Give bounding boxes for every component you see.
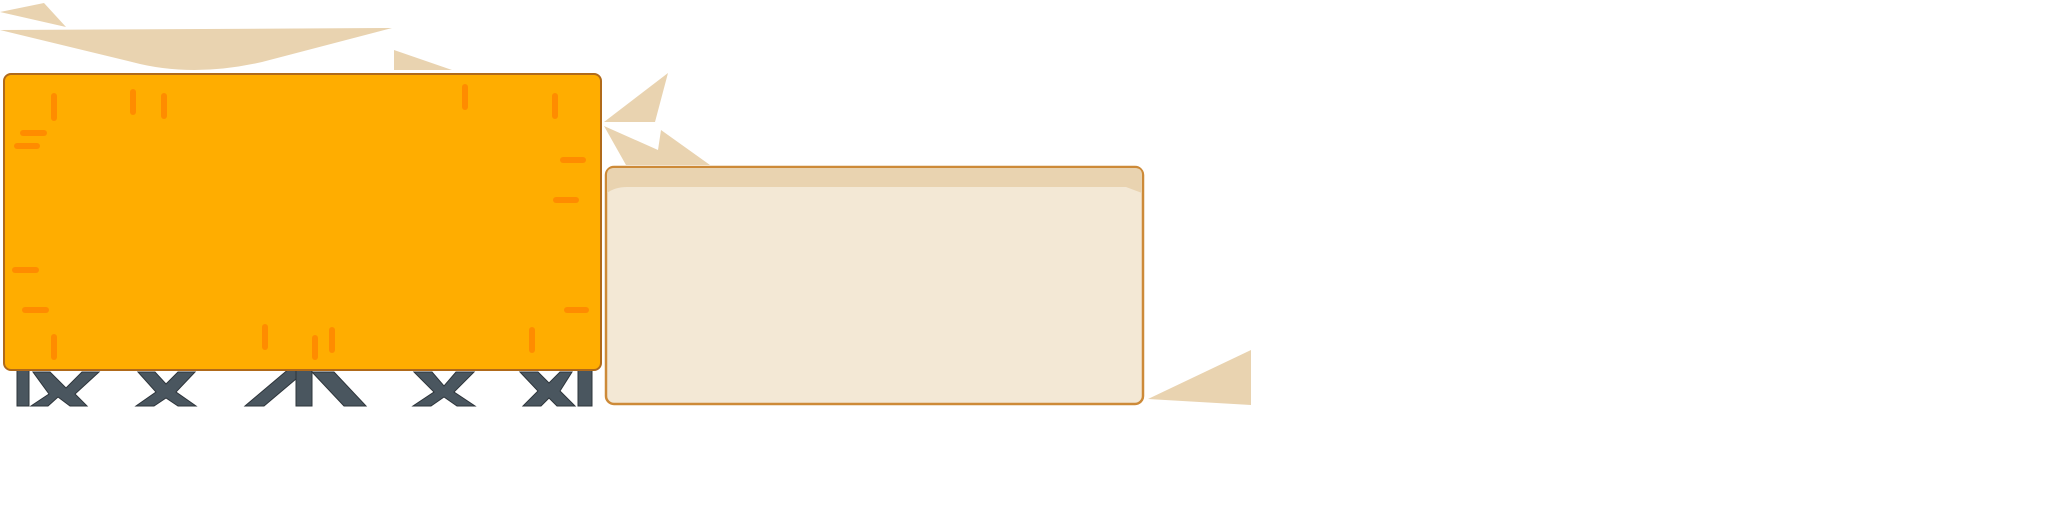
orange-panel-body (3, 73, 602, 371)
orange-panel-marks (12, 84, 589, 360)
debris-shard (0, 3, 66, 27)
debris-torn-strip (0, 28, 392, 70)
debris-shard (604, 126, 710, 165)
orange-panel (3, 73, 602, 371)
trestle-post (16, 367, 30, 407)
debris-shard (1148, 350, 1251, 405)
trestle-post (295, 367, 313, 407)
trestle-x-brace (411, 371, 477, 407)
trestle-x-brace (134, 371, 198, 407)
trestle-right-diagonal (310, 371, 368, 407)
cream-panel-body (604, 165, 1145, 406)
trestle-support (16, 367, 593, 407)
debris-group (0, 3, 1251, 405)
debris-shard (604, 73, 668, 122)
trestle-x-brace (518, 371, 577, 407)
cream-panel-header-band (607, 168, 1142, 193)
cream-panel (604, 165, 1145, 406)
debris-shard (394, 50, 452, 70)
trestle-x-brace (29, 371, 101, 407)
trestle-post (577, 367, 593, 407)
